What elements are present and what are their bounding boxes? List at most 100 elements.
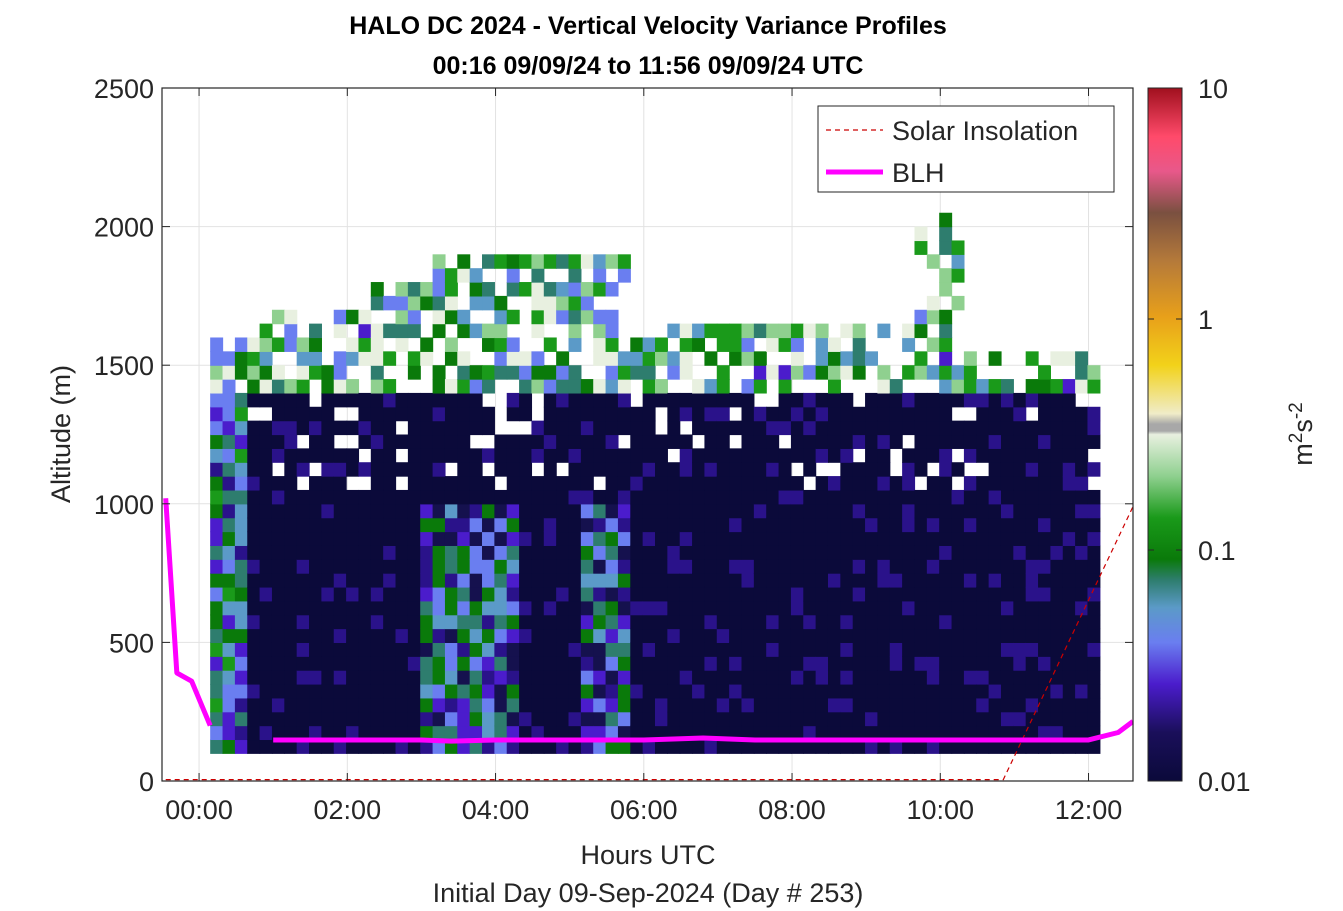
heatmap-cell-1286 [729, 476, 743, 491]
heatmap-cell-391 [370, 503, 384, 519]
heatmap-cell-584 [444, 406, 458, 422]
heatmap-cell-1074 [642, 628, 656, 643]
heatmap-cell-379 [370, 670, 384, 685]
heatmap-cell-92 [247, 683, 261, 699]
heatmap-cell-1204 [692, 392, 706, 408]
heatmap-cell-614 [457, 448, 471, 463]
heatmap-cell-1471 [815, 670, 829, 685]
heatmap-cell-1662 [902, 739, 916, 754]
heatmap-cell-1206 [692, 337, 706, 352]
heatmap-cell-47 [222, 503, 236, 519]
heatmap-cell-371 [358, 337, 372, 352]
heatmap-cell-491 [407, 365, 421, 380]
heatmap-cell-892 [568, 503, 582, 519]
heatmap-cell-302 [333, 573, 347, 588]
heatmap-cell-1757 [939, 656, 953, 671]
heatmap-cell-1811 [951, 379, 965, 394]
heatmap-cell-858 [556, 531, 570, 546]
colorbar-label-sup2: -2 [1286, 402, 1307, 419]
heatmap-cell-1488 [815, 420, 829, 436]
heatmap-cell-881 [568, 656, 582, 671]
heatmap-cell-2002 [1038, 406, 1051, 422]
heatmap-cell-1059 [630, 448, 644, 463]
heatmap-cell-319 [346, 739, 360, 754]
heatmap-cell-541 [432, 545, 446, 560]
heatmap-cell-1517 [827, 420, 841, 436]
heatmap-cell-1038 [630, 739, 644, 754]
heatmap-cell-1178 [679, 337, 693, 352]
heatmap-cell-663 [482, 656, 495, 671]
heatmap-cell-1254 [716, 503, 730, 519]
heatmap-cell-495 [407, 295, 421, 311]
heatmap-cell-1115 [655, 476, 668, 491]
heatmap-cell-2104 [1087, 545, 1101, 560]
heatmap-cell-226 [296, 448, 310, 463]
heatmap-cell-200 [284, 406, 298, 422]
heatmap-cell-1652 [889, 531, 903, 546]
heatmap-cell-110 [247, 434, 261, 449]
heatmap-cell-475 [407, 600, 421, 616]
heatmap-cell-2003 [1038, 392, 1051, 408]
heatmap-cell-1404 [778, 406, 792, 422]
heatmap-cell-310 [333, 462, 347, 477]
heatmap-cell-769 [519, 448, 533, 463]
heatmap-cell-1922 [1000, 406, 1014, 422]
heatmap-cell-239 [309, 670, 322, 685]
heatmap-cell-1606 [865, 392, 879, 408]
heatmap-cell-1548 [840, 406, 854, 422]
heatmap-cell-30 [222, 739, 236, 754]
heatmap-cell-581 [444, 448, 458, 463]
heatmap-cell-962 [593, 434, 607, 449]
heatmap-cell-1219 [704, 586, 718, 602]
heatmap-cell-1177 [679, 351, 693, 366]
heatmap-cell-1250 [716, 559, 730, 574]
heatmap-cell-947 [593, 656, 607, 671]
heatmap-cell-331 [346, 573, 360, 588]
heatmap-cell-45 [222, 531, 236, 546]
heatmap-cell-273 [321, 586, 335, 602]
heatmap-cell-480 [407, 531, 421, 546]
heatmap-cell-1775 [939, 406, 953, 422]
heatmap-cell-12 [210, 573, 224, 588]
heatmap-cell-52 [222, 434, 236, 449]
legend-box: Solar Insolation BLH [817, 105, 1115, 193]
heatmap-cell-1749 [926, 295, 940, 311]
heatmap-cell-1338 [753, 545, 767, 560]
heatmap-cell-318 [333, 309, 347, 325]
heatmap-cell-1522 [827, 351, 841, 366]
heatmap-cell-1127 [667, 683, 681, 699]
heatmap-cell-3 [210, 697, 224, 713]
heatmap-cell-316 [333, 351, 347, 366]
heatmap-cell-832 [543, 434, 557, 449]
heatmap-cell-122 [259, 670, 273, 685]
heatmap-cell-465 [407, 739, 421, 754]
heatmap-cell-2054 [1062, 462, 1076, 477]
heatmap-cell-7 [210, 642, 224, 657]
heatmap-cell-1903 [1000, 670, 1014, 685]
heatmap-cell-1234 [704, 379, 718, 394]
heatmap-cell-1088 [642, 434, 656, 449]
heatmap-cell-33 [222, 697, 236, 713]
heatmap-cell-1347 [753, 420, 767, 436]
heatmap-cell-1683 [902, 448, 916, 463]
heatmap-cell-1280 [729, 559, 743, 574]
heatmap-cell-1658 [889, 420, 903, 436]
heatmap-cell-174 [271, 337, 285, 352]
heatmap-cell-132 [259, 531, 273, 546]
heatmap-cell-1702 [914, 573, 928, 588]
heatmap-cell-330 [346, 586, 360, 602]
heatmap-cell-670 [482, 559, 495, 574]
heatmap-cell-2028 [1050, 434, 1064, 449]
colorbar-tick-label-3: 10 [1198, 74, 1228, 104]
heatmap-cell-722 [506, 656, 520, 671]
heatmap-cell-392 [370, 489, 384, 505]
heatmap-cell-1439 [803, 739, 817, 754]
heatmap-cell-299 [333, 614, 347, 630]
heatmap-cell-1687 [902, 365, 916, 380]
heatmap-cell-82 [234, 420, 248, 436]
heatmap-cell-955 [593, 545, 607, 560]
heatmap-cell-1967 [1025, 517, 1039, 533]
heatmap-cell-999 [605, 392, 619, 408]
heatmap-cell-1778 [939, 365, 953, 380]
heatmap-cell-1616 [877, 628, 891, 643]
